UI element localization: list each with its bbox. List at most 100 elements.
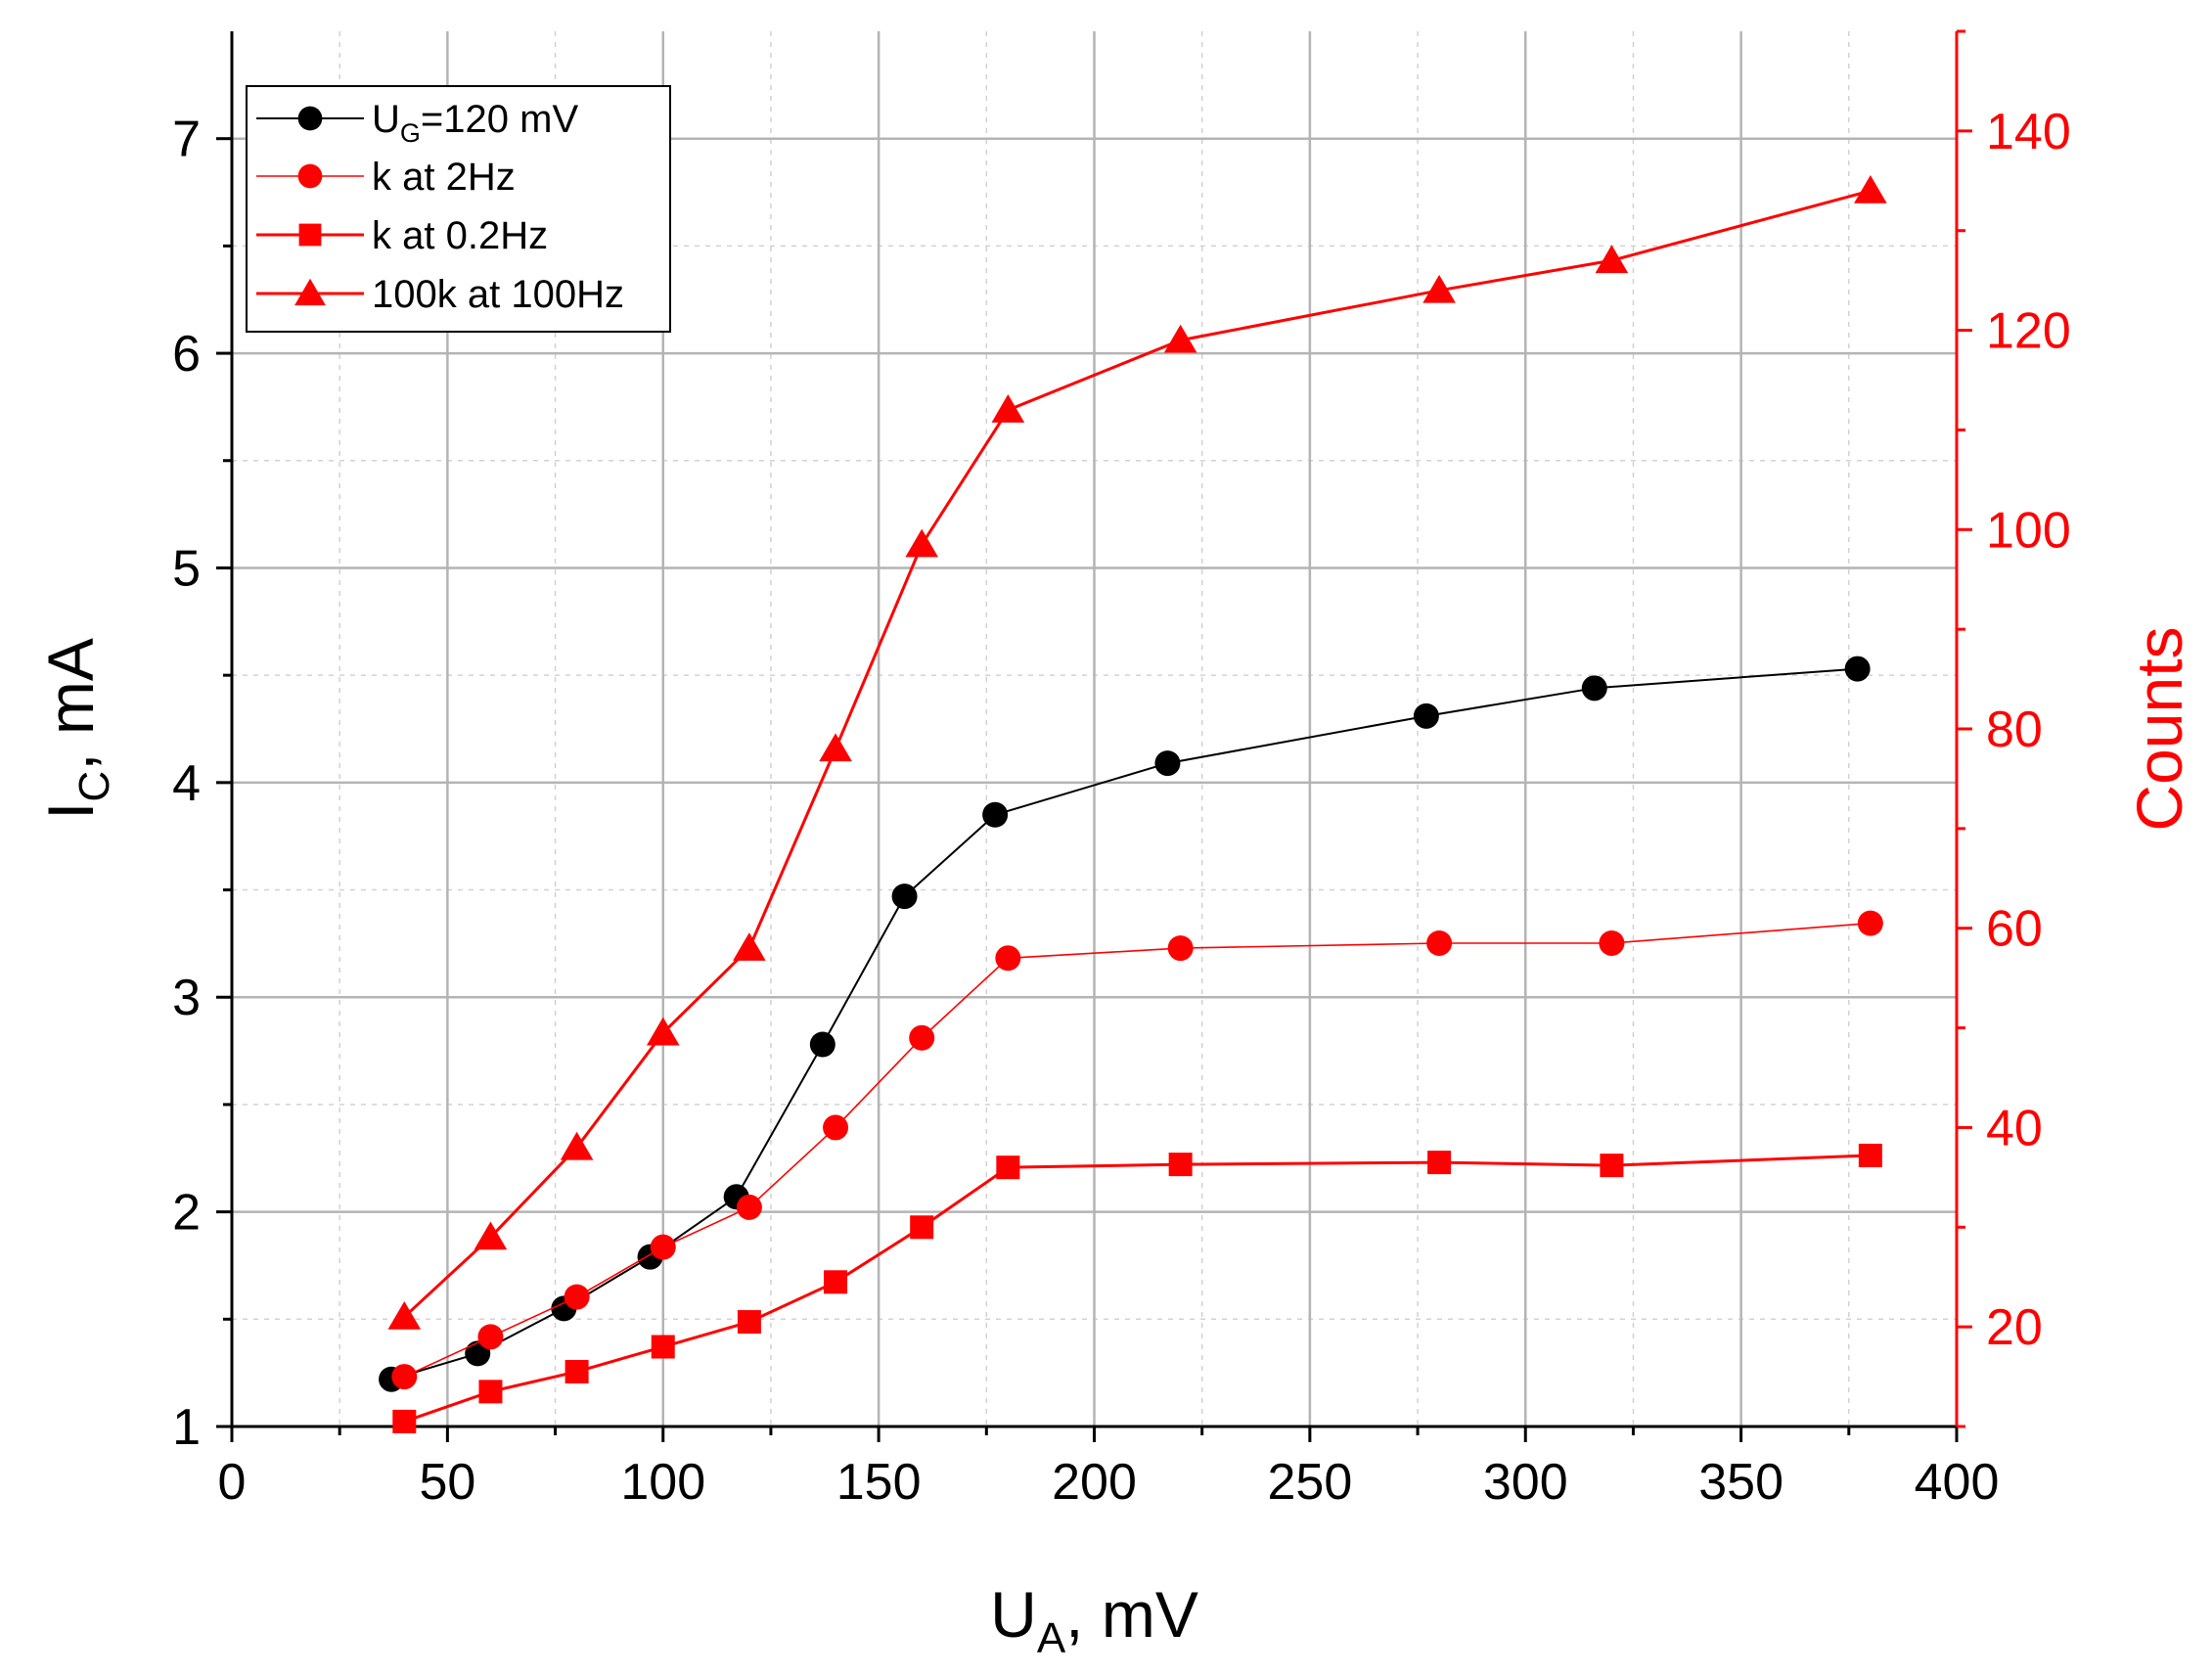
grid	[232, 31, 1957, 1427]
x-tick-label: 350	[1698, 1454, 1783, 1511]
data-point-circle	[1167, 935, 1194, 962]
data-point-circle	[823, 1114, 849, 1141]
data-point-circle	[982, 801, 1009, 828]
legend: UG=120 mV k at 2Hz k at 0.2Hz 100k at 100Hz	[246, 85, 671, 333]
legend-label-main: U	[372, 98, 400, 141]
data-point-triangle	[1595, 245, 1629, 274]
data-point-triangle	[1854, 174, 1887, 204]
y-axis-right-title: Counts	[2123, 626, 2195, 831]
x-axis-title-subscript: A	[1037, 1614, 1066, 1662]
data-point-circle	[909, 1024, 935, 1051]
data-point-circle	[1426, 929, 1453, 956]
data-point-circle	[995, 945, 1021, 972]
y-right-tick-label: 20	[1986, 1299, 2043, 1356]
data-point-square	[824, 1270, 848, 1294]
y-left-tick-label: 2	[172, 1185, 201, 1242]
x-tick-label: 100	[620, 1454, 705, 1511]
y-left-tick-label: 6	[172, 326, 201, 383]
legend-label: k at 0.2Hz	[372, 214, 548, 257]
data-point-square	[1168, 1153, 1193, 1177]
data-point-triangle	[387, 1300, 422, 1330]
legend-marker-circle	[297, 106, 323, 131]
x-tick-label: 0	[218, 1454, 247, 1511]
series-3	[392, 1143, 1882, 1433]
data-point-circle	[477, 1324, 504, 1350]
legend-marker-circle	[297, 163, 323, 189]
series-line	[403, 1154, 1871, 1424]
data-point-circle	[650, 1234, 676, 1260]
y-left-tick-label: 1	[172, 1399, 201, 1456]
y-left-tick-label: 5	[172, 540, 201, 597]
y-axis-left-title: IC, mA	[34, 638, 118, 820]
y-left-tick-label: 7	[172, 112, 201, 168]
y-axis-left-title-subscript: C	[70, 771, 118, 802]
data-point-triangle	[819, 733, 852, 762]
data-point-square	[1600, 1154, 1624, 1178]
legend-label-main: 100k at 100Hz	[372, 273, 624, 316]
data-point-square	[1858, 1143, 1882, 1167]
data-point-triangle	[733, 932, 766, 961]
data-point-circle	[1844, 656, 1871, 682]
y-right-tick-label: 120	[1986, 303, 2071, 360]
data-point-circle	[1581, 675, 1607, 702]
y-right-tick-label: 80	[1986, 702, 2043, 758]
legend-label-rest: =120 mV	[421, 98, 579, 141]
x-tick-label: 300	[1483, 1454, 1568, 1511]
data-point-triangle	[474, 1221, 508, 1250]
series-layer	[379, 174, 1887, 1433]
data-point-circle	[1857, 910, 1883, 936]
x-tick-label: 200	[1052, 1454, 1137, 1511]
data-point-triangle	[1163, 324, 1197, 353]
data-point-square	[1427, 1151, 1452, 1175]
series-line	[390, 667, 1858, 1381]
data-point-triangle	[1422, 274, 1456, 303]
data-point-circle	[564, 1284, 590, 1310]
data-point-square	[564, 1359, 589, 1383]
y-axis-left-title-main: I	[34, 802, 107, 820]
data-point-square	[737, 1310, 761, 1335]
axis-titles: UA, mV IC, mA Counts	[34, 626, 2195, 1662]
data-point-triangle	[646, 1017, 680, 1046]
legend-label-subscript: G	[400, 118, 421, 148]
data-point-triangle	[560, 1131, 594, 1160]
y-right-tick-label: 60	[1986, 901, 2043, 958]
data-point-square	[910, 1215, 934, 1240]
x-tick-label: 50	[419, 1454, 475, 1511]
series-4	[387, 174, 1887, 1330]
data-point-triangle	[905, 528, 938, 558]
data-point-square	[996, 1155, 1020, 1180]
series-line	[403, 922, 1871, 1378]
series-2	[391, 910, 1883, 1390]
x-tick-label: 250	[1267, 1454, 1352, 1511]
data-point-circle	[391, 1364, 418, 1390]
y-right-tick-label: 140	[1986, 104, 2071, 160]
data-point-circle	[1413, 702, 1439, 729]
y-left-tick-label: 3	[172, 970, 201, 1026]
x-tick-label: 400	[1915, 1454, 2000, 1511]
data-point-square	[478, 1380, 503, 1404]
x-axis-title-rest: , mV	[1065, 1578, 1198, 1651]
data-point-square	[392, 1409, 417, 1433]
y-right-tick-label: 100	[1986, 502, 2071, 559]
y-left-tick-label: 4	[172, 755, 201, 812]
x-tick-label: 150	[836, 1454, 922, 1511]
legend-marker-square	[298, 223, 322, 247]
series-1	[379, 656, 1871, 1392]
data-point-circle	[891, 883, 918, 910]
legend-marker-triangle	[294, 278, 326, 306]
data-point-square	[651, 1335, 675, 1359]
y-axis-left-title-rest: , mA	[34, 638, 107, 771]
y-right-tick-label: 40	[1986, 1100, 2043, 1156]
data-point-triangle	[991, 394, 1025, 423]
legend-label: UG=120 mV	[372, 98, 578, 148]
legend-label-main: k at 2Hz	[372, 156, 516, 199]
data-point-circle	[1154, 750, 1181, 777]
legend-label: 100k at 100Hz	[372, 273, 624, 316]
series-line	[403, 189, 1872, 1319]
x-axis-title-main: U	[990, 1578, 1037, 1651]
data-point-circle	[809, 1031, 835, 1058]
data-point-circle	[1599, 929, 1625, 956]
legend-label: k at 2Hz	[372, 156, 516, 199]
legend-label-main: k at 0.2Hz	[372, 214, 548, 257]
